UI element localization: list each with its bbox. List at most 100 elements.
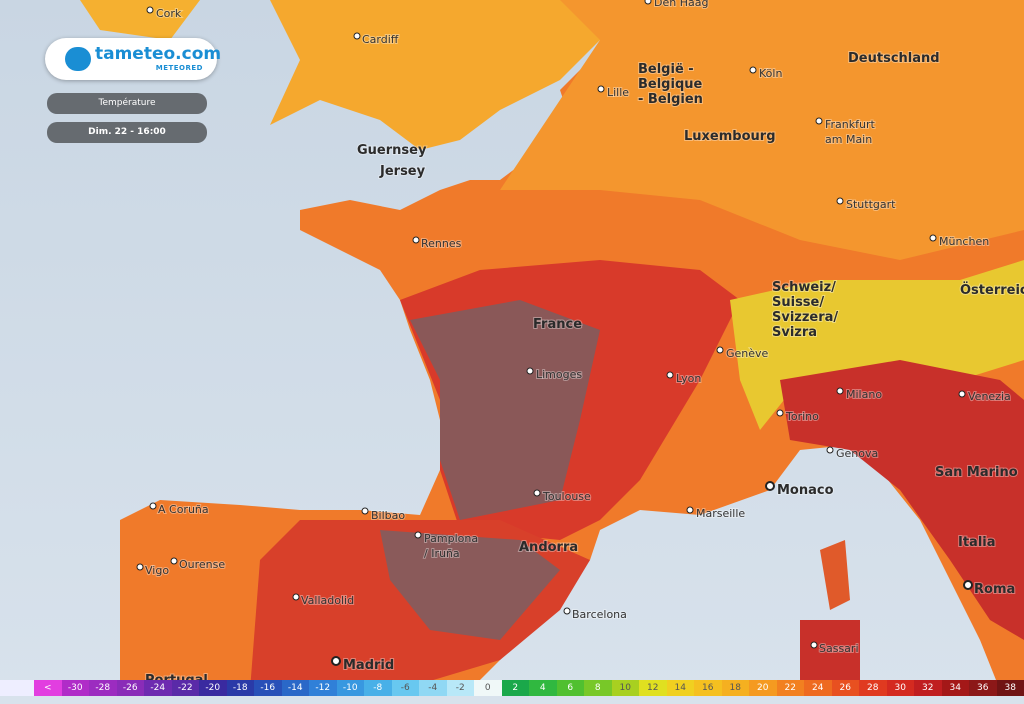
logo[interactable]: tameteo.com METEORED bbox=[45, 38, 221, 80]
place-label: Venezia bbox=[968, 390, 1011, 403]
legend-item: 28 bbox=[859, 680, 887, 696]
legend-item: -24 bbox=[144, 680, 172, 696]
city-dot bbox=[146, 6, 154, 14]
legend-item: -28 bbox=[89, 680, 117, 696]
legend: < -30 -28 -26 -24 -22 -20 -18 -16 -14 -12 -10 -8 -6 -4… bbox=[0, 680, 1024, 696]
logo-icon bbox=[65, 47, 91, 71]
place-label: - Belgien bbox=[638, 92, 703, 107]
legend-item: 10 bbox=[611, 680, 639, 696]
place-label: Italia bbox=[958, 535, 996, 550]
city-dot bbox=[836, 387, 844, 395]
city-dot bbox=[412, 236, 420, 244]
city-dot bbox=[563, 607, 571, 615]
sardinia bbox=[800, 620, 860, 690]
place-label: Monaco bbox=[777, 483, 834, 498]
place-label: Genova bbox=[836, 447, 878, 460]
city-dot bbox=[292, 593, 300, 601]
legend-item: 4 bbox=[529, 680, 557, 696]
city-dot bbox=[929, 234, 937, 242]
legend-item: 2 bbox=[501, 680, 529, 696]
legend-icon[interactable] bbox=[0, 680, 34, 696]
iberia-hottest bbox=[380, 530, 560, 640]
city-dot bbox=[331, 656, 341, 666]
city-dot bbox=[836, 197, 844, 205]
legend-item: 30 bbox=[886, 680, 914, 696]
city-dot bbox=[597, 85, 605, 93]
legend-item: 26 bbox=[831, 680, 859, 696]
city-dot bbox=[686, 506, 694, 514]
legend-item: -10 bbox=[336, 680, 364, 696]
place-label: / Iruña bbox=[424, 547, 460, 560]
alps bbox=[730, 260, 1024, 430]
north-zone bbox=[500, 0, 1024, 260]
city-dot bbox=[776, 409, 784, 417]
place-label: Guernsey bbox=[357, 143, 427, 158]
legend-item: 16 bbox=[694, 680, 722, 696]
legend-item: -2 bbox=[446, 680, 474, 696]
place-label: België - bbox=[638, 62, 694, 77]
place-label: Milano bbox=[846, 388, 882, 401]
city-dot bbox=[149, 502, 157, 510]
place-label: Valladolid bbox=[301, 594, 354, 607]
legend-item: 6 bbox=[556, 680, 584, 696]
place-label: Belgique bbox=[638, 77, 703, 92]
corsica bbox=[820, 540, 850, 610]
city-dot bbox=[749, 66, 757, 74]
legend-item: 36 bbox=[969, 680, 997, 696]
place-label: A Coruña bbox=[158, 503, 209, 516]
city-dot bbox=[810, 641, 818, 649]
britain bbox=[270, 0, 640, 150]
place-label: Svizzera/ bbox=[772, 310, 838, 325]
place-label: Marseille bbox=[696, 507, 745, 520]
place-label: Toulouse bbox=[542, 490, 591, 503]
legend-item: 0 bbox=[474, 680, 502, 696]
place-label: Suisse/ bbox=[772, 295, 824, 310]
place-label: San Marino bbox=[935, 465, 1018, 480]
place-label: Cork bbox=[156, 7, 182, 20]
legend-item: 24 bbox=[804, 680, 832, 696]
city-dot bbox=[533, 489, 541, 497]
place-label: Luxembourg bbox=[684, 129, 776, 144]
legend-item: -26 bbox=[116, 680, 144, 696]
italy bbox=[780, 360, 1024, 640]
place-label: Pamplona bbox=[424, 532, 478, 545]
place-label: France bbox=[533, 317, 582, 332]
city-dot bbox=[361, 507, 369, 515]
legend-item: 18 bbox=[721, 680, 749, 696]
city-dot bbox=[815, 117, 823, 125]
legend-item: -8 bbox=[364, 680, 392, 696]
place-label: Genève bbox=[726, 347, 769, 360]
city-dot bbox=[666, 371, 674, 379]
legend-item: < bbox=[34, 680, 62, 696]
place-label: Lyon bbox=[676, 372, 701, 385]
city-dot bbox=[414, 531, 422, 539]
city-dot bbox=[826, 446, 834, 454]
place-label: Rennes bbox=[421, 237, 462, 250]
ireland bbox=[80, 0, 200, 40]
legend-item: 34 bbox=[941, 680, 969, 696]
logo-name: tameteo.com bbox=[95, 44, 222, 64]
logo-brand: METEORED bbox=[155, 64, 203, 72]
city-dot bbox=[716, 346, 724, 354]
legend-item: 32 bbox=[914, 680, 942, 696]
legend-item: 14 bbox=[666, 680, 694, 696]
place-label: Österreich bbox=[960, 282, 1024, 298]
legend-item: -18 bbox=[226, 680, 254, 696]
place-label: Schweiz/ bbox=[772, 280, 836, 295]
legend-item: 22 bbox=[776, 680, 804, 696]
legend-item: -20 bbox=[199, 680, 227, 696]
city-dot bbox=[644, 0, 652, 5]
place-label: Roma bbox=[974, 582, 1015, 597]
legend-item: -6 bbox=[391, 680, 419, 696]
place-label: Sassari bbox=[819, 642, 859, 655]
layer-button[interactable]: Température bbox=[47, 93, 207, 114]
place-label: München bbox=[939, 235, 989, 248]
time-button[interactable]: Dim. 22 - 16:00 bbox=[47, 122, 207, 143]
legend-item: -12 bbox=[309, 680, 337, 696]
legend-item: -14 bbox=[281, 680, 309, 696]
place-label: Stuttgart bbox=[846, 198, 896, 211]
city-dot bbox=[963, 580, 973, 590]
city-dot bbox=[526, 367, 534, 375]
place-label: Den Haag bbox=[654, 0, 708, 9]
